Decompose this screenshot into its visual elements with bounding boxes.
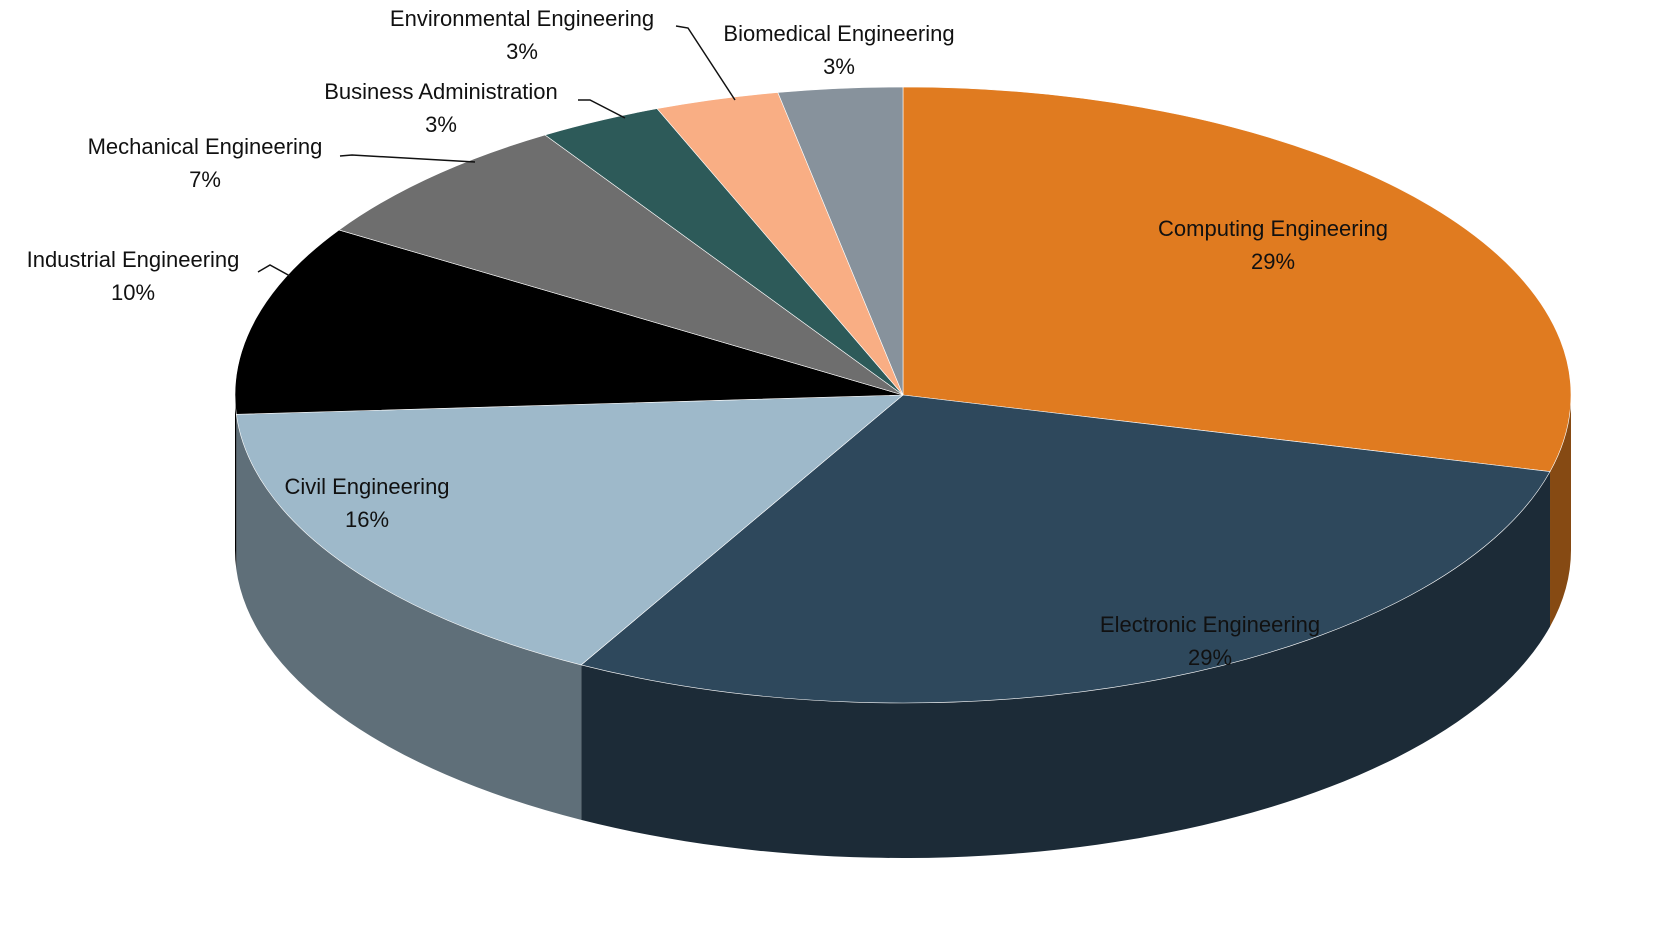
pie-sides	[235, 395, 1572, 859]
labels: Computing Engineering 29% Electronic Engin…	[27, 6, 1388, 670]
pie-slice	[580, 394, 1551, 704]
leader-line	[339, 154, 476, 163]
pie-side	[236, 414, 582, 820]
value-label: 10%	[111, 280, 155, 305]
pie-side	[581, 471, 1551, 859]
pie-side	[1550, 395, 1572, 627]
category-label: Industrial Engineering	[27, 247, 240, 272]
leader-line	[257, 264, 291, 277]
category-label: Mechanical Engineering	[88, 134, 323, 159]
pie-slice	[234, 229, 904, 415]
pie-slice	[235, 394, 904, 666]
category-label: Civil Engineering	[284, 474, 449, 499]
value-label: 3%	[823, 54, 855, 79]
pie-slice	[902, 86, 1572, 472]
value-label: 3%	[425, 112, 457, 137]
value-label: 7%	[189, 167, 221, 192]
category-label: Computing Engineering	[1158, 216, 1388, 241]
value-label: 3%	[506, 39, 538, 64]
value-label: 29%	[1188, 645, 1232, 670]
category-label: Environmental Engineering	[390, 6, 654, 31]
pie-side	[235, 395, 237, 570]
value-label: 16%	[345, 507, 389, 532]
leader-line	[578, 99, 626, 119]
value-label: 29%	[1251, 249, 1295, 274]
category-label: Electronic Engineering	[1100, 612, 1320, 637]
category-label: Biomedical Engineering	[723, 21, 954, 46]
pie-slice	[338, 134, 904, 396]
leader-line	[675, 25, 736, 101]
category-label: Business Administration	[324, 79, 558, 104]
pie-tops	[234, 86, 1572, 704]
pie-slice	[777, 86, 904, 396]
